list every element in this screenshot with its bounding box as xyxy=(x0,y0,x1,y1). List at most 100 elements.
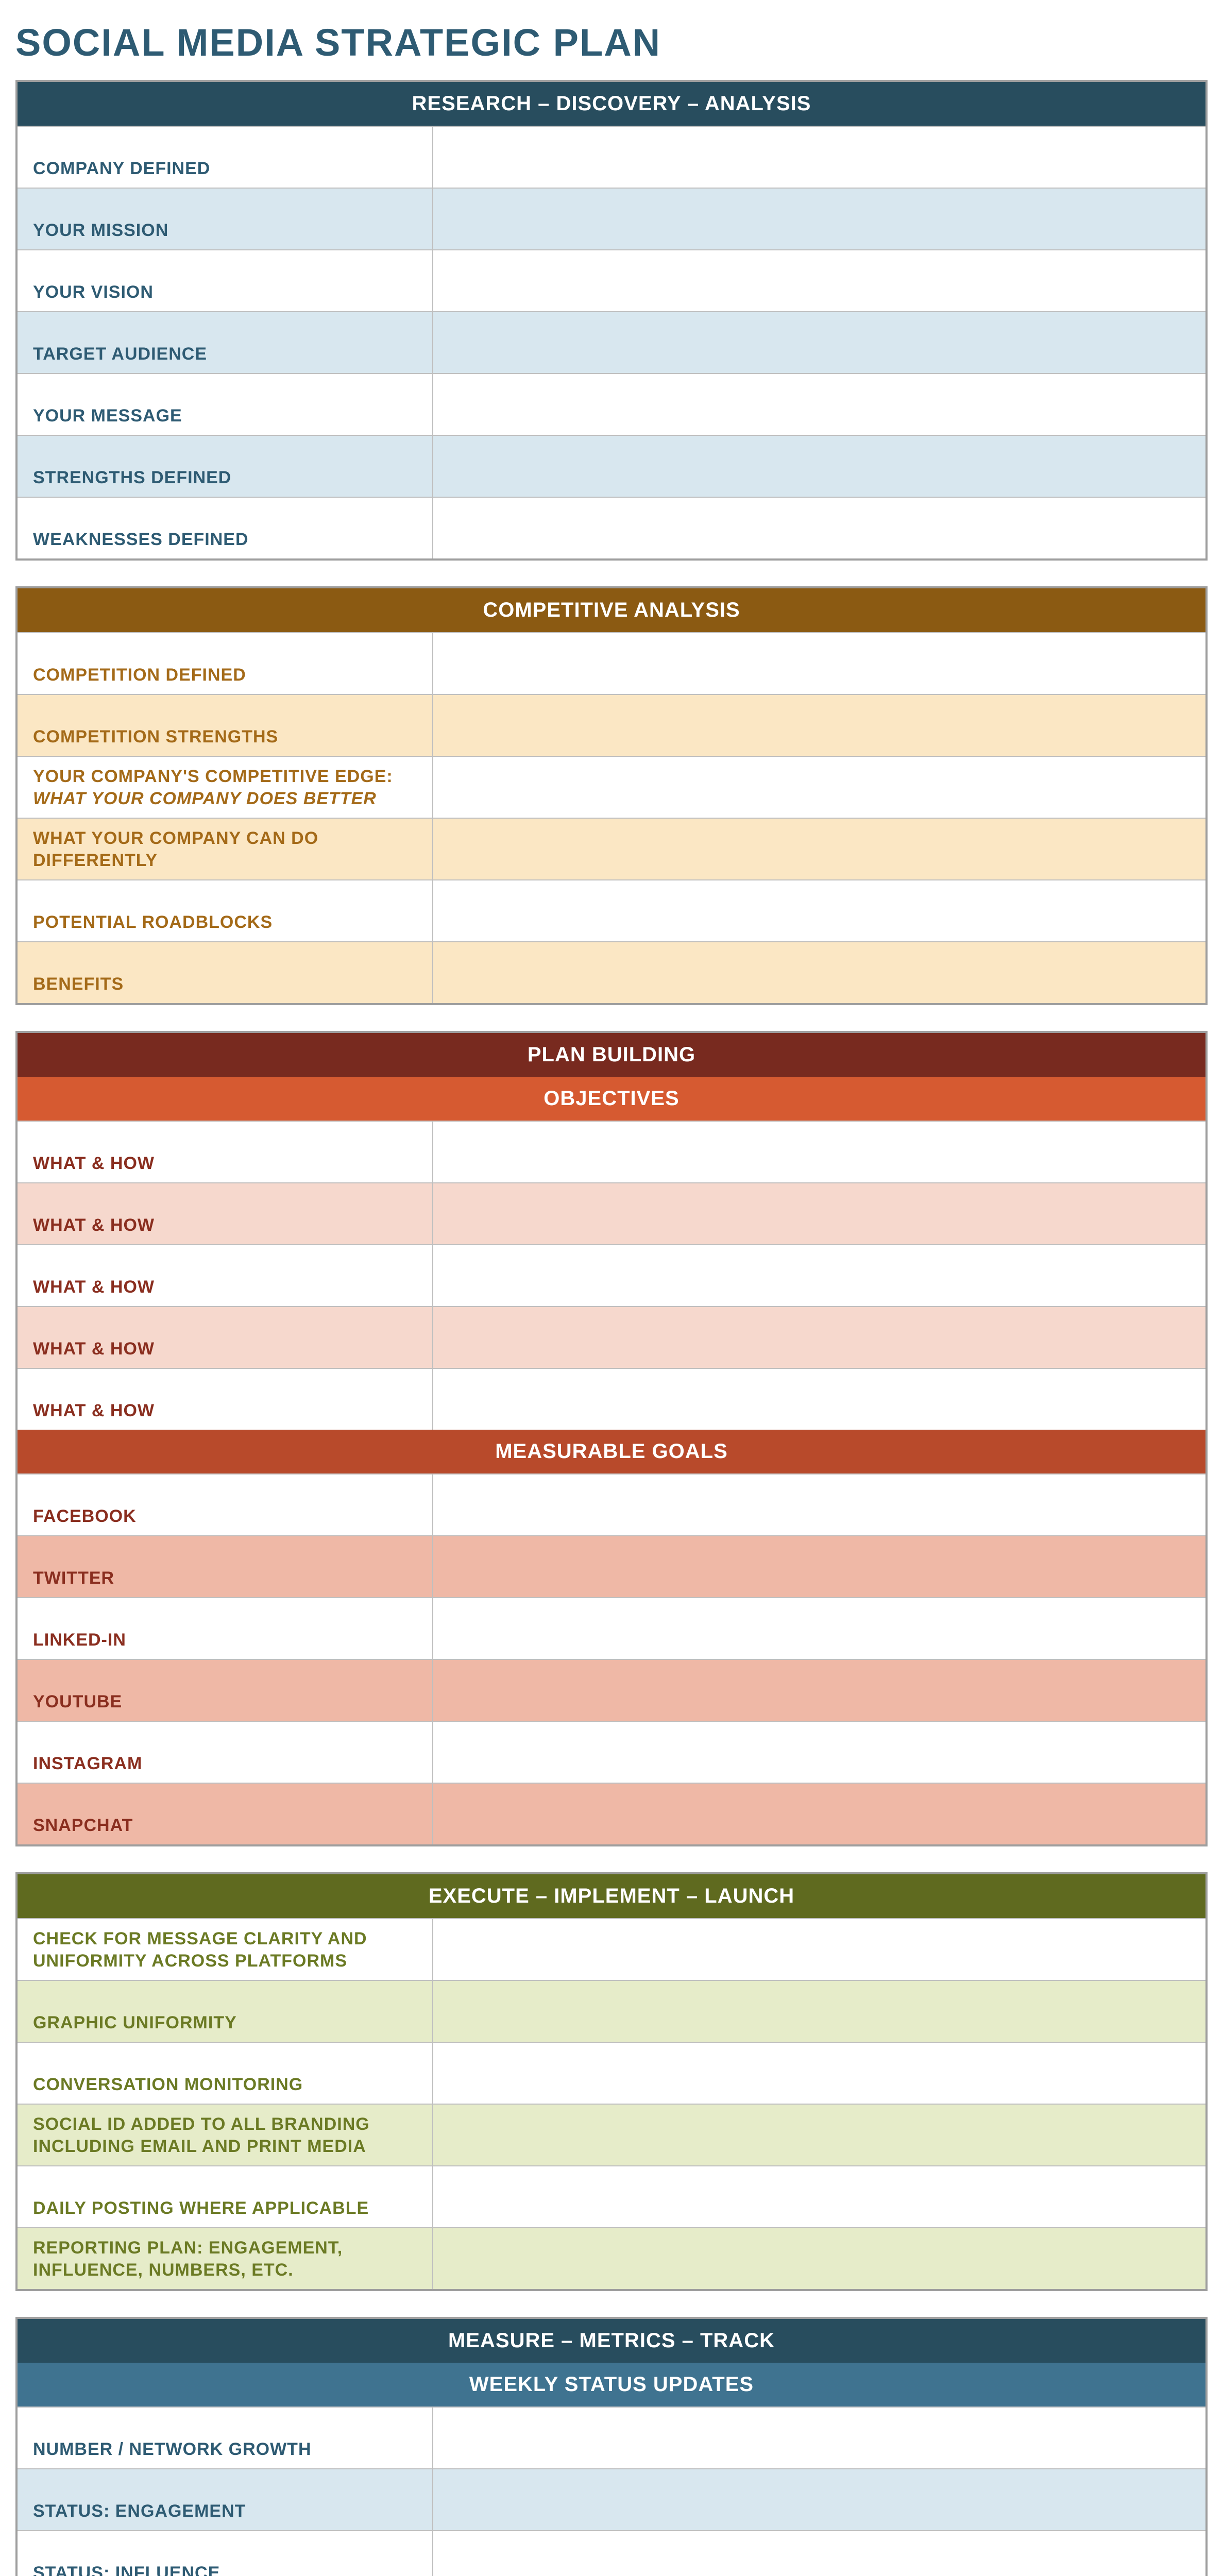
row-value[interactable] xyxy=(433,2531,1205,2576)
row-label: LINKED-IN xyxy=(18,1598,433,1659)
row-value[interactable] xyxy=(433,1722,1205,1783)
row-label: YOUTUBE xyxy=(18,1660,433,1721)
row-value[interactable] xyxy=(433,2228,1205,2289)
section-measure: MEASURE – METRICS – TRACKWEEKLY STATUS U… xyxy=(15,2317,1208,2576)
table-row: STRENGTHS DEFINED xyxy=(18,435,1205,497)
row-label: WHAT YOUR COMPANY CAN DO DIFFERENTLY xyxy=(18,819,433,879)
table-row: INSTAGRAM xyxy=(18,1721,1205,1783)
sections-container: RESEARCH – DISCOVERY – ANALYSISCOMPANY D… xyxy=(15,80,1208,2576)
row-value[interactable] xyxy=(433,633,1205,694)
row-value[interactable] xyxy=(433,757,1205,818)
row-value[interactable] xyxy=(433,2105,1205,2165)
page: SOCIAL MEDIA STRATEGIC PLAN RESEARCH – D… xyxy=(15,21,1208,2576)
table-row: WHAT & HOW xyxy=(18,1306,1205,1368)
row-value[interactable] xyxy=(433,436,1205,497)
row-label: POTENTIAL ROADBLOCKS xyxy=(18,880,433,941)
row-value[interactable] xyxy=(433,312,1205,373)
row-value[interactable] xyxy=(433,250,1205,311)
research-header-band: RESEARCH – DISCOVERY – ANALYSIS xyxy=(18,82,1205,126)
table-row: YOUR VISION xyxy=(18,249,1205,311)
row-value[interactable] xyxy=(433,2166,1205,2227)
table-row: CONVERSATION MONITORING xyxy=(18,2042,1205,2104)
table-row: SNAPCHAT xyxy=(18,1783,1205,1844)
row-value[interactable] xyxy=(433,1183,1205,1244)
row-label: WHAT & HOW xyxy=(18,1122,433,1182)
row-label: COMPETITION STRENGTHS xyxy=(18,695,433,756)
table-row: WHAT & HOW xyxy=(18,1368,1205,1430)
row-value[interactable] xyxy=(433,374,1205,435)
table-row: FACEBOOK xyxy=(18,1473,1205,1535)
row-value[interactable] xyxy=(433,1245,1205,1306)
row-label: REPORTING PLAN: ENGAGEMENT, INFLUENCE, N… xyxy=(18,2228,433,2289)
row-value[interactable] xyxy=(433,127,1205,188)
row-value[interactable] xyxy=(433,880,1205,941)
section-execute: EXECUTE – IMPLEMENT – LAUNCHCHECK FOR ME… xyxy=(15,1872,1208,2291)
row-value[interactable] xyxy=(433,189,1205,249)
table-row: STATUS: INFLUENCE xyxy=(18,2530,1205,2576)
row-label: CONVERSATION MONITORING xyxy=(18,2043,433,2104)
table-row: TARGET AUDIENCE xyxy=(18,311,1205,373)
row-value[interactable] xyxy=(433,942,1205,1003)
table-row: BENEFITS xyxy=(18,941,1205,1003)
row-label: STATUS: INFLUENCE xyxy=(18,2531,433,2576)
row-label: WHAT & HOW xyxy=(18,1307,433,1368)
row-label-text: YOUR COMPANY'S COMPETITIVE EDGE: xyxy=(33,767,393,786)
row-label: YOUR MESSAGE xyxy=(18,374,433,435)
plan-building-header-band: PLAN BUILDING xyxy=(18,1033,1205,1077)
row-value[interactable] xyxy=(433,1536,1205,1597)
row-value[interactable] xyxy=(433,819,1205,879)
table-row: WHAT & HOW xyxy=(18,1182,1205,1244)
row-value[interactable] xyxy=(433,1369,1205,1430)
row-label: SOCIAL ID ADDED TO ALL BRANDING INCLUDIN… xyxy=(18,2105,433,2165)
section-competitive: COMPETITIVE ANALYSISCOMPETITION DEFINEDC… xyxy=(15,586,1208,1005)
table-row: YOUR MESSAGE xyxy=(18,373,1205,435)
row-value[interactable] xyxy=(433,1598,1205,1659)
table-row: GRAPHIC UNIFORMITY xyxy=(18,1980,1205,2042)
row-value[interactable] xyxy=(433,695,1205,756)
table-row: COMPETITION DEFINED xyxy=(18,632,1205,694)
table-row: POTENTIAL ROADBLOCKS xyxy=(18,879,1205,941)
row-label: TARGET AUDIENCE xyxy=(18,312,433,373)
row-value[interactable] xyxy=(433,2408,1205,2468)
competitive-header-band: COMPETITIVE ANALYSIS xyxy=(18,588,1205,632)
row-label: SNAPCHAT xyxy=(18,1784,433,1844)
table-row: COMPETITION STRENGTHS xyxy=(18,694,1205,756)
row-label: FACEBOOK xyxy=(18,1475,433,1535)
table-row: SOCIAL ID ADDED TO ALL BRANDING INCLUDIN… xyxy=(18,2104,1205,2165)
row-label: DAILY POSTING WHERE APPLICABLE xyxy=(18,2166,433,2227)
row-label: COMPANY DEFINED xyxy=(18,127,433,188)
row-value[interactable] xyxy=(433,1122,1205,1182)
row-value[interactable] xyxy=(433,1919,1205,1980)
row-label: GRAPHIC UNIFORMITY xyxy=(18,1981,433,2042)
execute-header-band: EXECUTE – IMPLEMENT – LAUNCH xyxy=(18,1874,1205,1918)
row-value[interactable] xyxy=(433,1660,1205,1721)
row-value[interactable] xyxy=(433,1475,1205,1535)
row-label: YOUR MISSION xyxy=(18,189,433,249)
table-row: WHAT YOUR COMPANY CAN DO DIFFERENTLY xyxy=(18,818,1205,879)
table-row: WEAKNESSES DEFINED xyxy=(18,497,1205,558)
row-value[interactable] xyxy=(433,1307,1205,1368)
table-row: REPORTING PLAN: ENGAGEMENT, INFLUENCE, N… xyxy=(18,2227,1205,2289)
row-value[interactable] xyxy=(433,1784,1205,1844)
table-row: WHAT & HOW xyxy=(18,1121,1205,1182)
section-research: RESEARCH – DISCOVERY – ANALYSISCOMPANY D… xyxy=(15,80,1208,561)
row-label: NUMBER / NETWORK GROWTH xyxy=(18,2408,433,2468)
row-value[interactable] xyxy=(433,2469,1205,2530)
plan-building-sub-band: OBJECTIVES xyxy=(18,1077,1205,1121)
plan-building-sub-band: MEASURABLE GOALS xyxy=(18,1430,1205,1473)
row-label: CHECK FOR MESSAGE CLARITY AND UNIFORMITY… xyxy=(18,1919,433,1980)
row-label: YOUR VISION xyxy=(18,250,433,311)
row-label: STATUS: ENGAGEMENT xyxy=(18,2469,433,2530)
row-value[interactable] xyxy=(433,1981,1205,2042)
row-label: WHAT & HOW xyxy=(18,1245,433,1306)
table-row: NUMBER / NETWORK GROWTH xyxy=(18,2406,1205,2468)
table-row: COMPANY DEFINED xyxy=(18,126,1205,188)
table-row: YOUTUBE xyxy=(18,1659,1205,1721)
table-row: DAILY POSTING WHERE APPLICABLE xyxy=(18,2165,1205,2227)
page-title: SOCIAL MEDIA STRATEGIC PLAN xyxy=(15,21,1208,64)
table-row: WHAT & HOW xyxy=(18,1244,1205,1306)
table-row: STATUS: ENGAGEMENT xyxy=(18,2468,1205,2530)
row-label: WHAT & HOW xyxy=(18,1183,433,1244)
row-value[interactable] xyxy=(433,498,1205,558)
row-value[interactable] xyxy=(433,2043,1205,2104)
